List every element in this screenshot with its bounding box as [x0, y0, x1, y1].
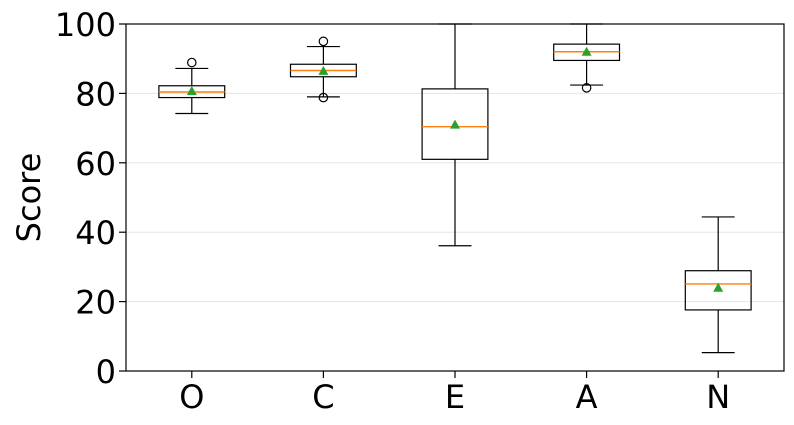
mean-marker [450, 119, 460, 129]
x-tick-label: C [312, 378, 334, 416]
y-tick-label: 0 [96, 353, 116, 391]
iqr-box [421, 88, 489, 160]
outlier-point [318, 36, 329, 47]
y-axis-title: Score [10, 153, 48, 243]
box-series [158, 23, 752, 354]
y-tick-label: 100 [55, 6, 116, 44]
mean-marker [713, 282, 724, 292]
y-axis-ticks: 0 20 40 60 80 100 [55, 6, 126, 391]
outlier-point [318, 92, 329, 103]
x-tick-label: A [576, 378, 598, 416]
y-tick-label: 40 [75, 214, 116, 252]
mean-marker [186, 85, 197, 95]
outlier-point [581, 83, 592, 93]
y-tick-label: 60 [75, 145, 116, 183]
box-A [553, 23, 621, 93]
iqr-box [684, 270, 752, 311]
box-N [684, 216, 752, 354]
box-C [289, 36, 357, 103]
x-tick-label: E [445, 378, 465, 416]
x-tick-label: N [706, 378, 730, 416]
box-E [421, 23, 489, 247]
x-tick-label: O [179, 378, 204, 416]
mean-marker [318, 65, 329, 75]
mean-marker [581, 46, 592, 56]
y-tick-label: 20 [75, 284, 116, 322]
box-O [158, 57, 226, 115]
y-tick-label: 80 [75, 75, 116, 113]
outlier-point [187, 57, 197, 68]
